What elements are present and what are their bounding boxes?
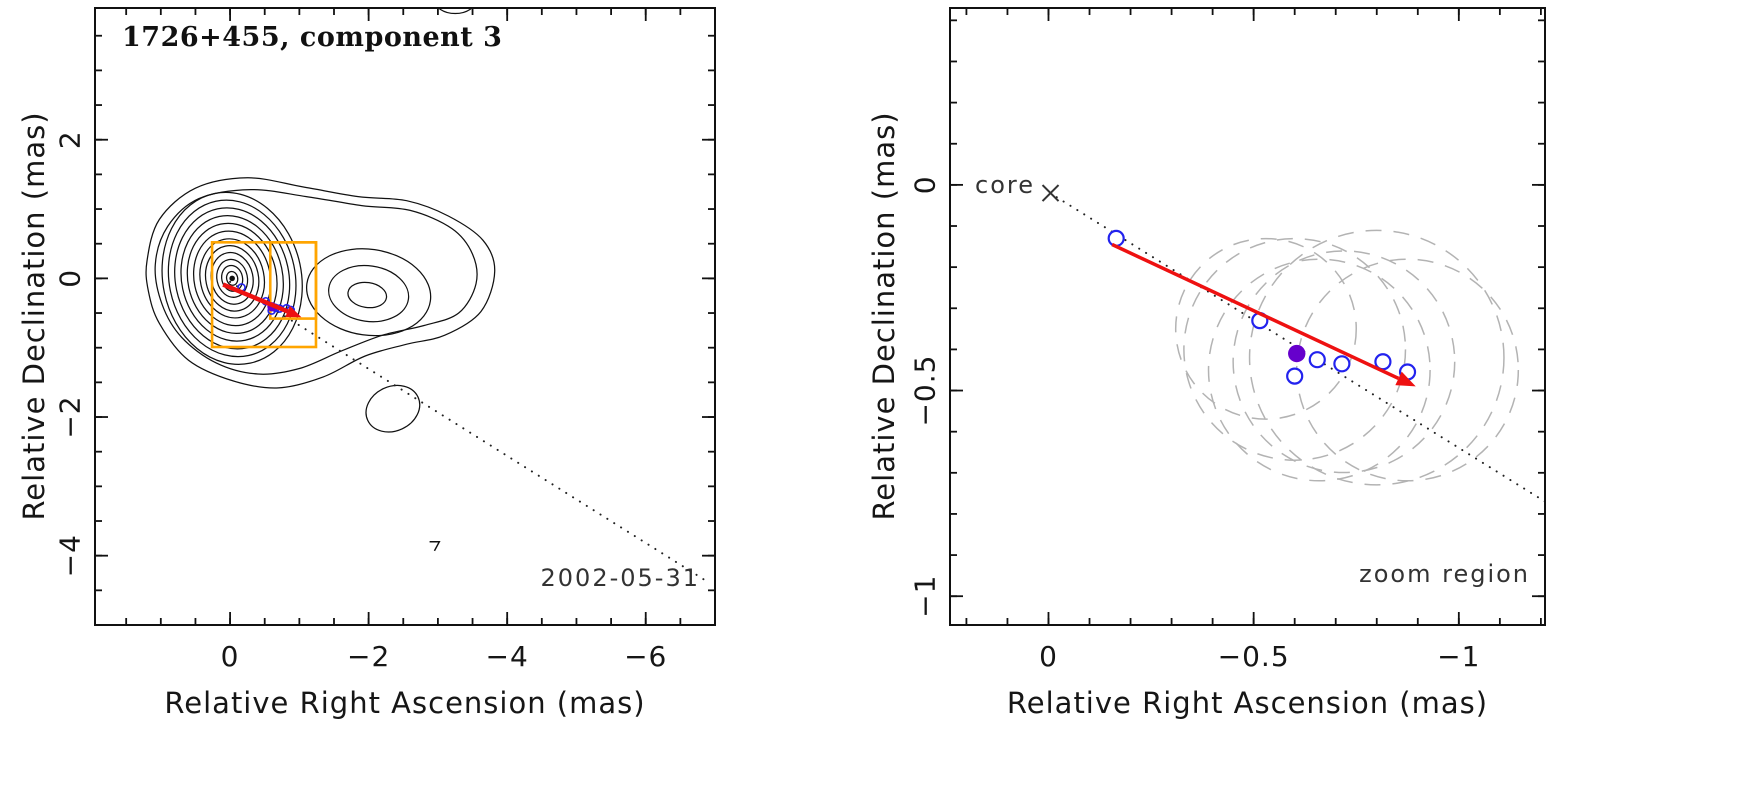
jet-component-contours — [305, 248, 432, 337]
x-tick-label: 0 — [221, 640, 240, 673]
proper-motion-arrow — [222, 282, 302, 318]
right-xaxis-title: Relative Right Ascension (mas) — [1006, 686, 1489, 720]
y-tick-label: −4 — [54, 534, 87, 577]
top-edge-contour — [437, 8, 473, 15]
left-xaxis-title: Relative Right Ascension (mas) — [164, 686, 646, 720]
x-tick-label: −0.5 — [1218, 640, 1290, 673]
x-tick-label: −2 — [347, 640, 390, 673]
component-filled-marker — [1288, 344, 1306, 363]
axis-tick-labels: 0 −2 −4 −6 2 0 −2 −4 — [54, 130, 667, 673]
axis-ticks — [95, 8, 716, 626]
core-label: core — [975, 171, 1035, 199]
y-tick-label: −0.5 — [909, 355, 942, 427]
x-tick-label: 0 — [1039, 640, 1058, 673]
component-position-marker — [1107, 229, 1125, 247]
y-tick-label: 0 — [54, 269, 87, 288]
left-panel-date: 2002-05-31 — [540, 564, 700, 592]
x-tick-label: −1 — [1437, 640, 1480, 673]
left-plot-content — [145, 8, 706, 581]
right-plot-content — [1041, 184, 1545, 503]
y-tick-label: −2 — [54, 395, 87, 438]
x-tick-label: −4 — [486, 640, 529, 673]
left-panel-title: 1726+455, component 3 — [122, 22, 503, 53]
x-tick-label: −6 — [624, 640, 667, 673]
zoom-region-box — [268, 241, 318, 320]
axis-ticks — [950, 8, 1545, 625]
component-position-marker — [1308, 351, 1326, 369]
south-blob-contour — [365, 384, 421, 433]
left-yaxis-title: Relative Declination (mas) — [17, 111, 51, 521]
y-tick-label: 0 — [909, 175, 942, 194]
axis-tick-labels: 0 −0.5 −1 0 −0.5 −1 — [909, 175, 1480, 673]
outer-contours — [145, 177, 496, 389]
core-peak-dot — [229, 275, 235, 282]
noise-contour-mark — [429, 541, 441, 552]
component-position-marker — [1286, 367, 1304, 385]
core-position-cross — [1041, 184, 1060, 202]
beam-size-ellipses — [1174, 229, 1520, 486]
y-tick-label: 2 — [54, 130, 87, 149]
jet-axis-dotted-line — [229, 280, 706, 581]
component-position-marker — [1333, 355, 1351, 373]
y-tick-label: −1 — [909, 575, 942, 618]
zoom-region-label: zoom region — [1359, 560, 1530, 588]
axes-frame — [94, 7, 716, 626]
proper-motion-arrow — [1111, 242, 1416, 387]
axes-frame — [949, 7, 1546, 626]
